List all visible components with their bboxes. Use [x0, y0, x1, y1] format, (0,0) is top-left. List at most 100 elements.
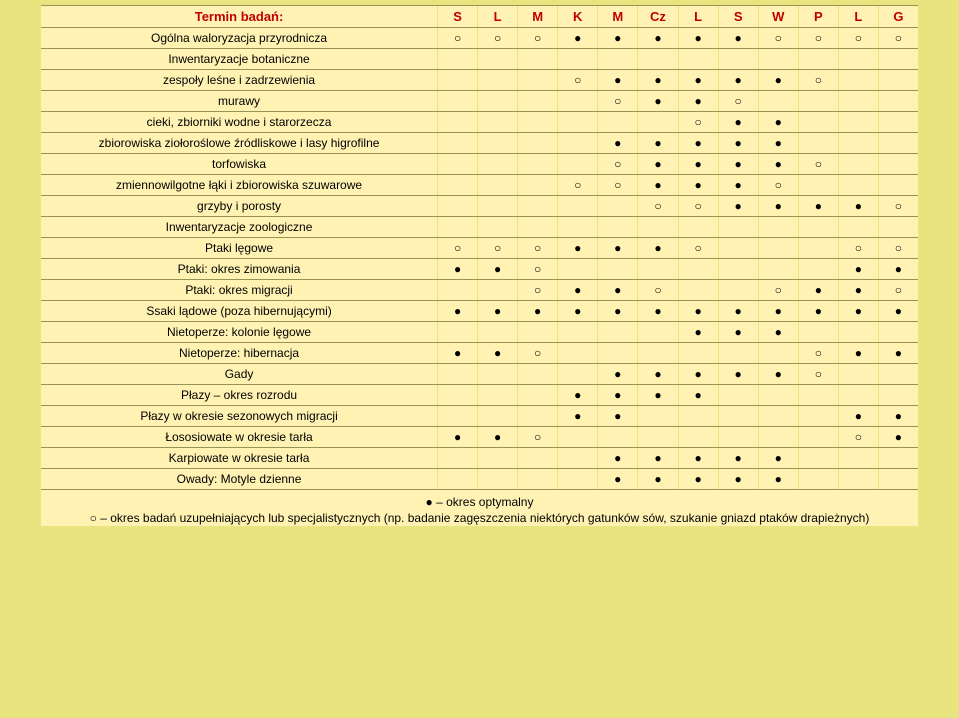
row-label: Ogólna waloryzacja przyrodnicza [41, 28, 437, 48]
mark-cell [638, 112, 677, 132]
month-header: L [679, 6, 718, 27]
mark-cell [719, 343, 758, 363]
mark-cell [438, 196, 477, 216]
mark-cell [759, 343, 798, 363]
mark-cell [438, 364, 477, 384]
mark-cell: ● [438, 259, 477, 279]
mark-cell: ● [638, 70, 677, 90]
mark-cell [558, 448, 597, 468]
mark-cell [518, 91, 557, 111]
mark-cell: ● [558, 385, 597, 405]
empty-cell [558, 49, 597, 69]
mark-cell: ● [679, 385, 718, 405]
mark-cell: ● [558, 280, 597, 300]
row-label: Ptaki: okres zimowania [41, 259, 437, 279]
mark-cell: ● [638, 301, 677, 321]
mark-cell [558, 112, 597, 132]
mark-cell [478, 406, 517, 426]
mark-cell: ● [679, 448, 718, 468]
empty-cell [719, 217, 758, 237]
mark-cell: ○ [679, 196, 718, 216]
mark-cell: ○ [839, 427, 878, 447]
section-label: Inwentaryzacje botaniczne [41, 49, 437, 69]
mark-cell [518, 385, 557, 405]
month-header: S [719, 6, 758, 27]
mark-cell: ● [839, 259, 878, 279]
mark-cell [438, 469, 477, 489]
month-header: M [518, 6, 557, 27]
mark-cell [839, 70, 878, 90]
mark-cell [759, 427, 798, 447]
mark-cell [518, 175, 557, 195]
mark-cell [518, 469, 557, 489]
mark-cell [478, 70, 517, 90]
empty-cell [518, 49, 557, 69]
mark-cell [839, 154, 878, 174]
empty-cell [879, 217, 918, 237]
mark-cell [759, 406, 798, 426]
mark-cell: ● [719, 448, 758, 468]
mark-cell [558, 322, 597, 342]
mark-cell: ● [558, 238, 597, 258]
mark-cell [879, 70, 918, 90]
mark-cell: ● [638, 133, 677, 153]
month-header: M [598, 6, 637, 27]
mark-cell [518, 448, 557, 468]
mark-cell [438, 70, 477, 90]
mark-cell: ○ [518, 28, 557, 48]
mark-cell: ○ [438, 28, 477, 48]
mark-cell [799, 448, 838, 468]
mark-cell [478, 469, 517, 489]
mark-cell [879, 91, 918, 111]
mark-cell: ● [679, 301, 718, 321]
mark-cell [478, 196, 517, 216]
mark-cell [839, 91, 878, 111]
mark-cell [558, 427, 597, 447]
mark-cell [598, 112, 637, 132]
mark-cell: ● [598, 301, 637, 321]
mark-cell: ● [839, 406, 878, 426]
mark-cell [438, 133, 477, 153]
mark-cell [558, 133, 597, 153]
mark-cell [558, 196, 597, 216]
empty-cell [679, 49, 718, 69]
mark-cell [679, 406, 718, 426]
row-label: Gady [41, 364, 437, 384]
mark-cell: ● [679, 133, 718, 153]
mark-cell: ● [679, 469, 718, 489]
mark-cell [679, 280, 718, 300]
row-label: Nietoperze: kolonie lęgowe [41, 322, 437, 342]
empty-cell [598, 49, 637, 69]
empty-cell [759, 217, 798, 237]
mark-cell: ○ [679, 112, 718, 132]
mark-cell: ● [478, 343, 517, 363]
mark-cell: ● [438, 427, 477, 447]
mark-cell: ● [638, 91, 677, 111]
mark-cell [799, 427, 838, 447]
mark-cell: ● [719, 301, 758, 321]
section-label: Inwentaryzacje zoologiczne [41, 217, 437, 237]
mark-cell: ● [679, 91, 718, 111]
mark-cell [518, 406, 557, 426]
mark-cell [719, 385, 758, 405]
mark-cell: ● [478, 427, 517, 447]
row-label: Łososiowate w okresie tarła [41, 427, 437, 447]
mark-cell: ○ [679, 238, 718, 258]
mark-cell: ○ [478, 28, 517, 48]
mark-cell: ○ [518, 238, 557, 258]
mark-cell [438, 175, 477, 195]
mark-cell [799, 406, 838, 426]
mark-cell [598, 427, 637, 447]
mark-cell: ● [478, 259, 517, 279]
mark-cell [438, 322, 477, 342]
mark-cell: ● [598, 406, 637, 426]
mark-cell: ○ [879, 28, 918, 48]
mark-cell: ● [638, 238, 677, 258]
mark-cell [638, 322, 677, 342]
mark-cell: ● [558, 28, 597, 48]
mark-cell: ● [759, 448, 798, 468]
empty-cell [679, 217, 718, 237]
mark-cell: ○ [839, 28, 878, 48]
mark-cell [759, 259, 798, 279]
row-label: Karpiowate w okresie tarła [41, 448, 437, 468]
